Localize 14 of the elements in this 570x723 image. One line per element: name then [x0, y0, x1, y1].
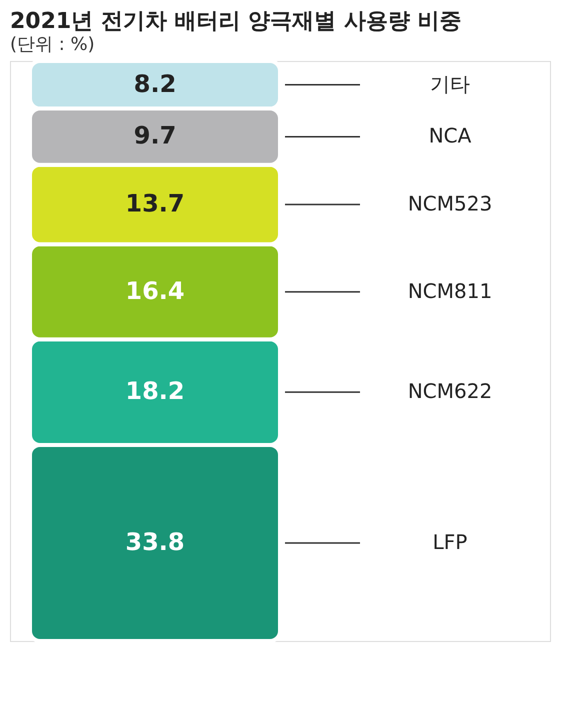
text: NCM811	[408, 278, 492, 303]
data-label: 18.2	[125, 377, 185, 406]
data-label: 13.7	[125, 190, 185, 218]
text: NCA	[428, 124, 472, 148]
chart-title: 2021년 전기차 배터리 양극재별 사용량 비중	[10, 9, 462, 34]
text: 기타	[430, 72, 470, 96]
data-label: 16.4	[125, 276, 185, 305]
data-label: 33.8	[125, 528, 185, 556]
text: NCM523	[408, 192, 492, 216]
chart-subtitle: (단위 : %)	[10, 34, 95, 55]
data-label: 8.2	[134, 70, 176, 98]
text: LFP	[432, 530, 468, 554]
data-label: 9.7	[134, 122, 176, 150]
text: NCM622	[408, 379, 492, 404]
